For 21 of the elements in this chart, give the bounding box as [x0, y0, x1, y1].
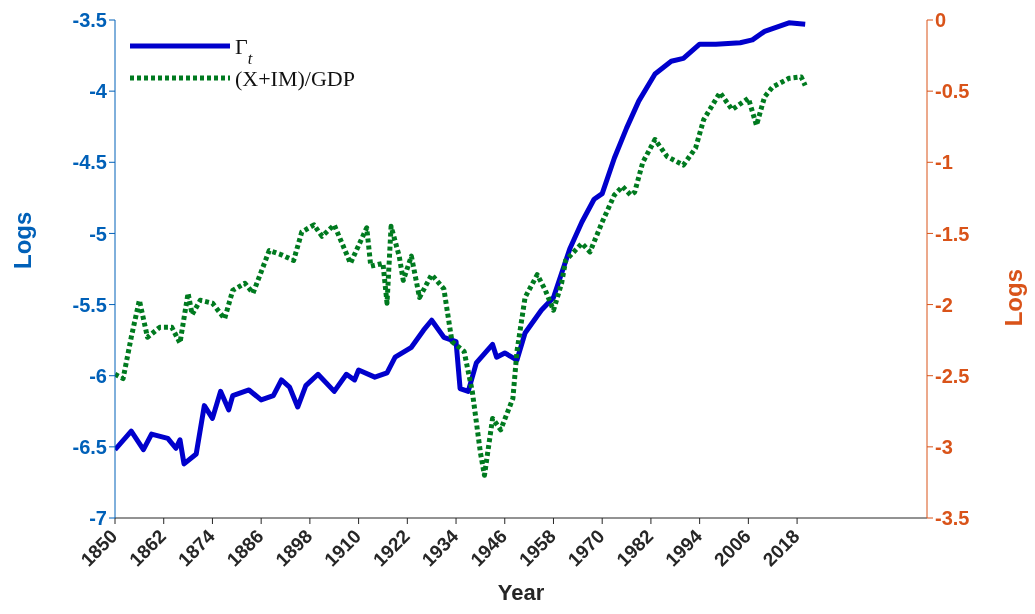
- y-tick-label: -4: [89, 80, 108, 103]
- y2-axis-title: Logs: [999, 269, 1027, 327]
- y-tick-label: -4.5: [72, 151, 107, 174]
- legend-label: Γ$_{t}$: [235, 34, 253, 68]
- y-tick-label: -5.5: [72, 293, 107, 316]
- y-tick-label: -7: [89, 507, 107, 530]
- y-tick-label: -5: [89, 222, 107, 245]
- y-axis-title: Logs: [8, 211, 36, 269]
- y-tick-label: -3.5: [72, 9, 107, 32]
- y2-tick-label: -1.5: [935, 222, 970, 245]
- y2-tick-label: -1: [935, 151, 953, 174]
- y2-tick-label: -0.5: [935, 80, 970, 103]
- y2-tick-label: 0: [935, 9, 947, 32]
- y-tick-label: -6.5: [72, 435, 107, 458]
- legend-label: (X+IM)/GDP: [235, 66, 355, 91]
- y2-tick-label: -3.5: [935, 507, 970, 530]
- y2-tick-label: -3: [935, 435, 953, 458]
- y2-tick-label: -2: [935, 293, 953, 316]
- y2-tick-label: -2.5: [935, 364, 970, 387]
- y-tick-label: -6: [89, 364, 107, 387]
- x-axis-title: Year: [497, 580, 545, 605]
